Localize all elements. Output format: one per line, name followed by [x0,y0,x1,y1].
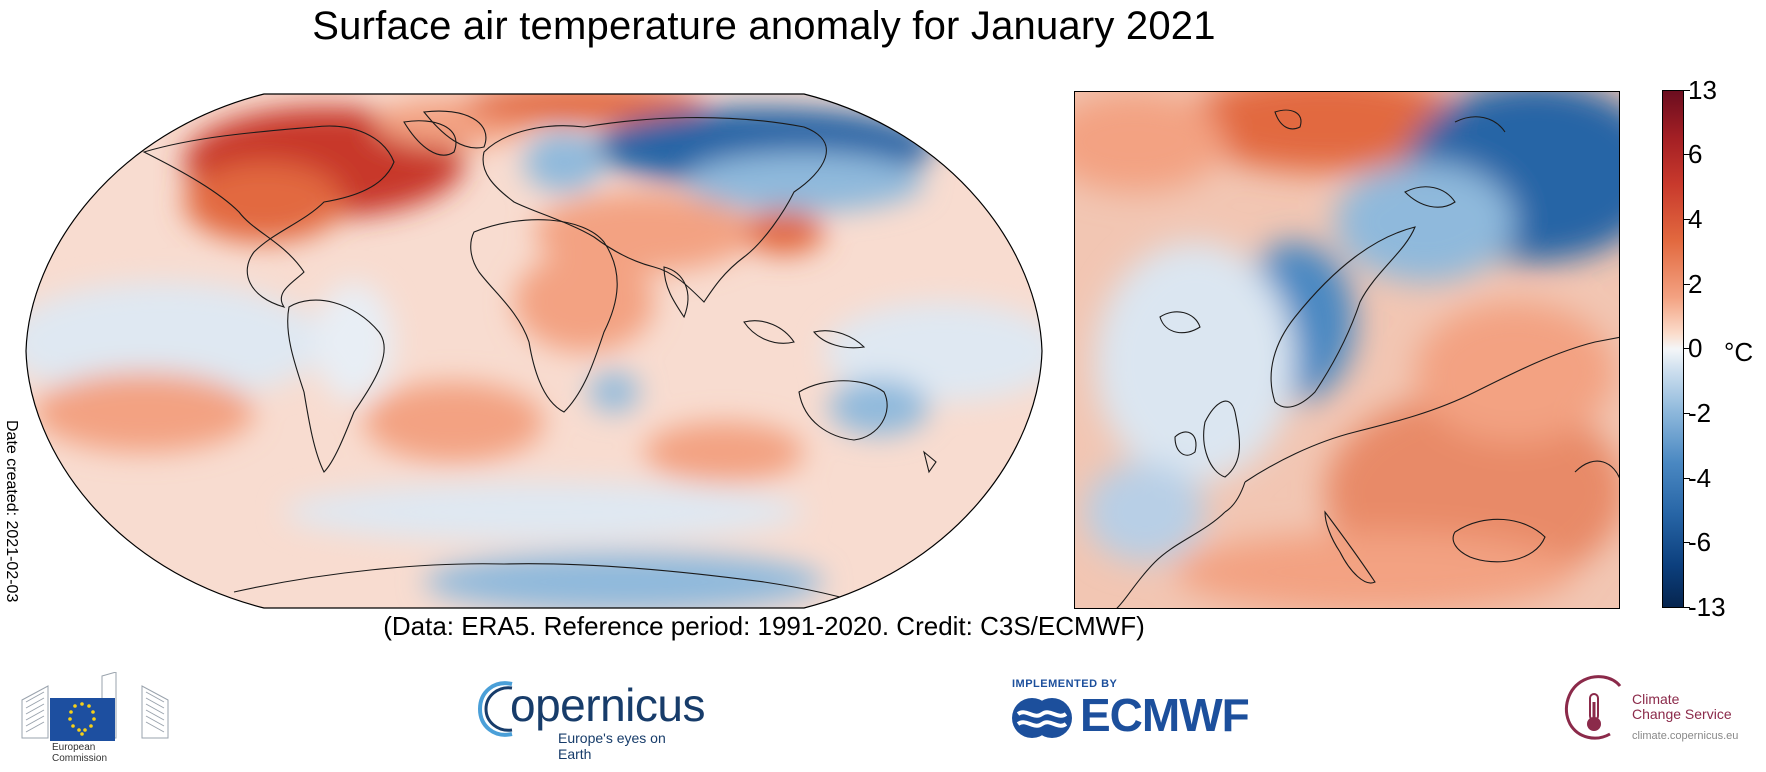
colorbar-tick-mark [1684,90,1690,91]
temperature-colorbar [1662,90,1684,608]
ecmwf-waves-icon [1012,698,1072,738]
ec-label-line2: Commission [52,753,108,764]
colorbar-tick-mark [1684,542,1690,543]
colorbar-unit-label: °C [1724,337,1754,367]
ecmwf-logo: IMPLEMENTED BY ECMWF [1010,678,1270,748]
ecmwf-implemented-by: IMPLEMENTED BY [1012,678,1118,690]
colorbar-tick-label: -4 [1688,463,1712,493]
colorbar-tick-label: -13 [1688,592,1726,622]
ec-building-icon [21,671,169,741]
date-created-label: Date created: 2021-02-03 [3,420,20,603]
colorbar-tick-label: 6 [1688,139,1703,169]
c3s-logo: Climate Change Service climate.copernicu… [1560,672,1760,752]
chart-title: Surface air temperature anomaly for Janu… [312,4,1216,48]
global-map-border [25,93,1043,609]
c3s-label-line2: Change Service [1632,706,1732,722]
colorbar-tick-label: 13 [1688,75,1717,105]
colorbar-tick-mark [1684,348,1690,349]
europe-anomaly-map [1074,91,1620,609]
data-credit-line: (Data: ERA5. Reference period: 1991-2020… [383,611,1145,641]
copernicus-wordmark: opernicus [510,679,705,731]
ec-label-line1: European [52,742,96,753]
thermometer-icon [1565,675,1622,740]
europe-coastlines [1116,109,1619,608]
colorbar-tick-mark [1684,478,1690,479]
copernicus-tagline: Europe's eyes on Earth [558,730,666,762]
colorbar-tick-mark [1684,284,1690,285]
colorbar-tick-label: 2 [1688,269,1703,299]
c3s-url: climate.copernicus.eu [1632,730,1739,742]
colorbar-tick-mark [1684,219,1690,220]
copernicus-c-icon [477,681,513,737]
global-coastlines [142,110,937,608]
copernicus-logo: opernicus Europe's eyes on Earth [476,672,705,762]
global-anomaly-map [25,93,1043,609]
colorbar-tick-label: -6 [1688,527,1712,557]
colorbar-tick-label: 0 [1688,333,1703,363]
colorbar-tick-label: -2 [1688,398,1712,428]
colorbar-tick-mark [1684,607,1690,608]
colorbar-tick-mark [1684,413,1690,414]
ecmwf-wordmark: ECMWF [1080,689,1250,741]
european-commission-logo: European Commission [20,671,170,772]
colorbar-tick-mark [1684,154,1690,155]
c3s-label-line1: Climate [1632,691,1680,707]
colorbar-tick-label: 4 [1688,204,1703,234]
